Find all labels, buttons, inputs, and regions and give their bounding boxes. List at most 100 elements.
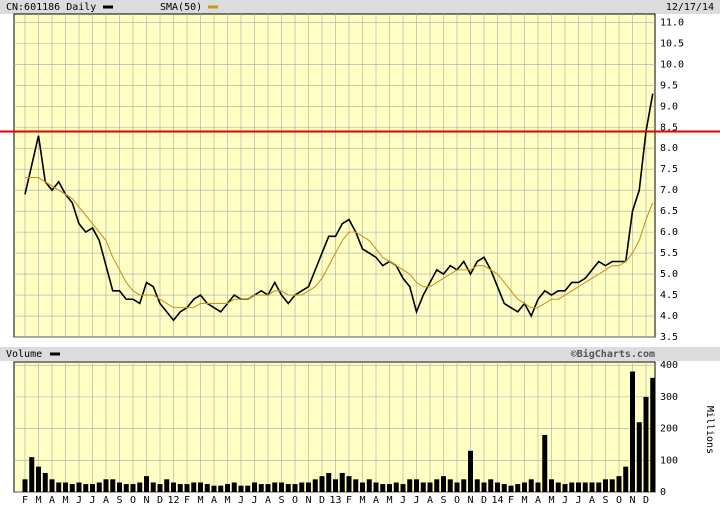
y-tick-label: 4.0 [660,311,678,322]
x-tick-label: D [643,495,649,506]
volume-bar [184,484,190,492]
x-tick-label: F [346,495,352,506]
x-tick-label: 14 [491,495,503,506]
volume-bar [285,484,291,492]
volume-bar [643,396,649,492]
volume-bar [535,482,541,492]
volume-bar [454,482,460,492]
volume-bar [393,482,399,492]
volume-bar [353,479,359,492]
volume-bar [650,377,656,492]
y-tick-label: 8.0 [660,143,678,154]
x-tick-label: M [197,495,203,506]
x-tick-label: J [76,495,82,506]
volume-bar [380,484,386,492]
volume-bar [49,479,55,492]
volume-bar [144,476,149,492]
y-tick-label: 6.5 [660,206,678,217]
x-tick-label: F [508,495,514,506]
volume-bar [265,484,271,492]
volume-bar [339,472,345,492]
volume-bar [427,482,433,492]
x-tick-label: N [629,495,635,506]
volume-bar [495,482,500,492]
volume-bar [42,472,48,492]
volume-bar [373,482,379,492]
volume-bar [508,485,514,492]
volume-bar [157,484,163,492]
volume-bar [542,434,548,492]
volume-bar [319,476,325,492]
volume-bar [137,482,143,492]
x-tick-label: D [481,495,487,506]
y-tick-label: 10.5 [660,38,684,49]
volume-bar [204,484,210,492]
volume-bar [90,484,95,492]
x-tick-label: J [413,495,419,506]
y-tick-label: 7.0 [660,185,678,196]
x-tick-label: N [467,495,473,506]
plot-layer: 3.5 4.0 4.5 5.0 5.5 6.0 6.5 7.0 7.5 8.0 8.5 9.0 9.5 1… [0,14,720,506]
x-tick-label: M [548,495,554,506]
volume-bar [603,479,608,492]
volume-panel [13,361,656,493]
volume-bar [589,482,595,492]
volume-bar [191,482,197,492]
y-tick-label: 9.5 [660,80,678,91]
x-tick-label: O [130,495,136,506]
price-panel [13,13,656,338]
y-tick-label: 6.0 [660,227,678,238]
x-tick-label: 13 [329,495,341,506]
x-tick-label: M [386,495,392,506]
volume-bar [279,482,284,492]
header-bar [0,0,720,14]
volume-bar [346,476,352,492]
x-tick-label: J [89,495,95,506]
volume-bar [474,479,480,492]
y-tick-label: 5.0 [660,269,678,280]
y-tick-label: 7.5 [660,164,678,175]
volume-bar [225,484,230,492]
x-tick-label: M [521,495,527,506]
volume-bar [177,484,183,492]
volume-bar [468,450,473,492]
volume-bar [117,482,122,492]
volume-bar [76,482,82,492]
y-tick-label: 9.0 [660,101,678,112]
x-tick-label: S [278,495,284,506]
volume-bar [609,479,615,492]
x-tick-label: F [184,495,190,506]
x-tick-label: D [319,495,325,506]
volume-bar [481,482,487,492]
x-tick-label: S [440,495,446,506]
x-tick-label: A [49,495,55,506]
volume-bar [522,482,527,492]
volume-bar [130,484,136,492]
volume-bar [63,482,68,492]
volume-bar [292,484,298,492]
volume-bar [582,482,588,492]
volume-bar [528,479,534,492]
volume-bar [569,482,575,492]
x-tick-label: S [602,495,608,506]
x-tick-label: M [62,495,68,506]
x-tick-label: O [292,495,298,506]
y-tick-label: 0 [660,487,666,498]
volume-bar [434,479,440,492]
x-tick-label: 12 [167,495,179,506]
volume-bar [623,466,629,492]
x-tick-label: S [116,495,122,506]
volume-bar [22,479,28,492]
x-tick-label: A [535,495,541,506]
volume-bar [630,371,635,492]
x-tick-label: A [211,495,217,506]
volume-bar [211,485,217,492]
volume-bar [272,482,278,492]
x-tick-label: A [265,495,271,506]
volume-bar [299,482,305,492]
x-tick-label: M [35,495,41,506]
volume-bar [596,482,602,492]
volume-bar [238,485,244,492]
x-tick-label: N [143,495,149,506]
volume-bar [461,479,467,492]
